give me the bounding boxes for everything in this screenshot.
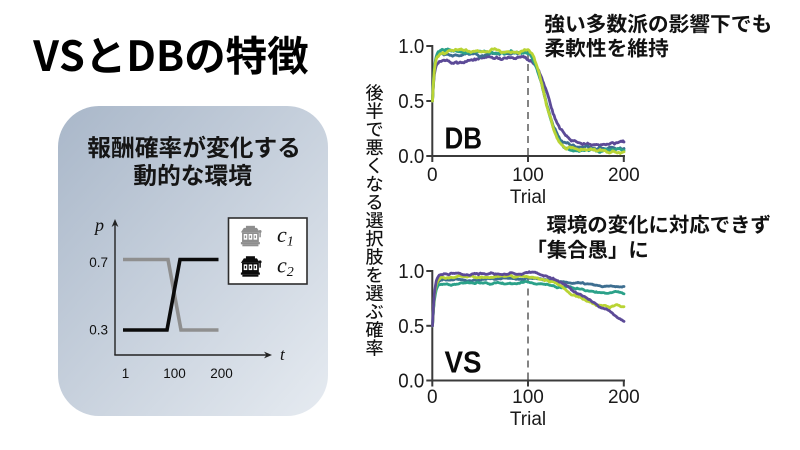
svg-text:200: 200 xyxy=(608,387,640,408)
svg-text:0: 0 xyxy=(427,165,438,186)
svg-text:200: 200 xyxy=(210,366,233,381)
svg-text:100: 100 xyxy=(512,387,544,408)
svg-text:1: 1 xyxy=(122,366,130,381)
svg-text:t: t xyxy=(280,345,286,364)
svg-text:Trial: Trial xyxy=(510,409,546,430)
svg-text:1.0: 1.0 xyxy=(398,36,424,58)
svg-text:1.0: 1.0 xyxy=(398,261,424,283)
svg-text:0.0: 0.0 xyxy=(398,371,424,393)
svg-text:0.7: 0.7 xyxy=(89,255,108,270)
svg-text:0: 0 xyxy=(427,387,438,408)
svg-text:p: p xyxy=(93,215,104,235)
svg-text:0.5: 0.5 xyxy=(398,91,424,113)
svg-text:VS: VS xyxy=(445,344,482,379)
svg-text:0.3: 0.3 xyxy=(89,323,108,338)
svg-text:0.0: 0.0 xyxy=(398,146,424,168)
svg-text:Trial: Trial xyxy=(510,187,546,208)
svg-text:100: 100 xyxy=(512,165,544,186)
svg-text:DB: DB xyxy=(445,121,483,156)
svg-text:200: 200 xyxy=(608,165,640,186)
svg-text:0.5: 0.5 xyxy=(398,316,424,338)
svg-text:100: 100 xyxy=(163,366,186,381)
